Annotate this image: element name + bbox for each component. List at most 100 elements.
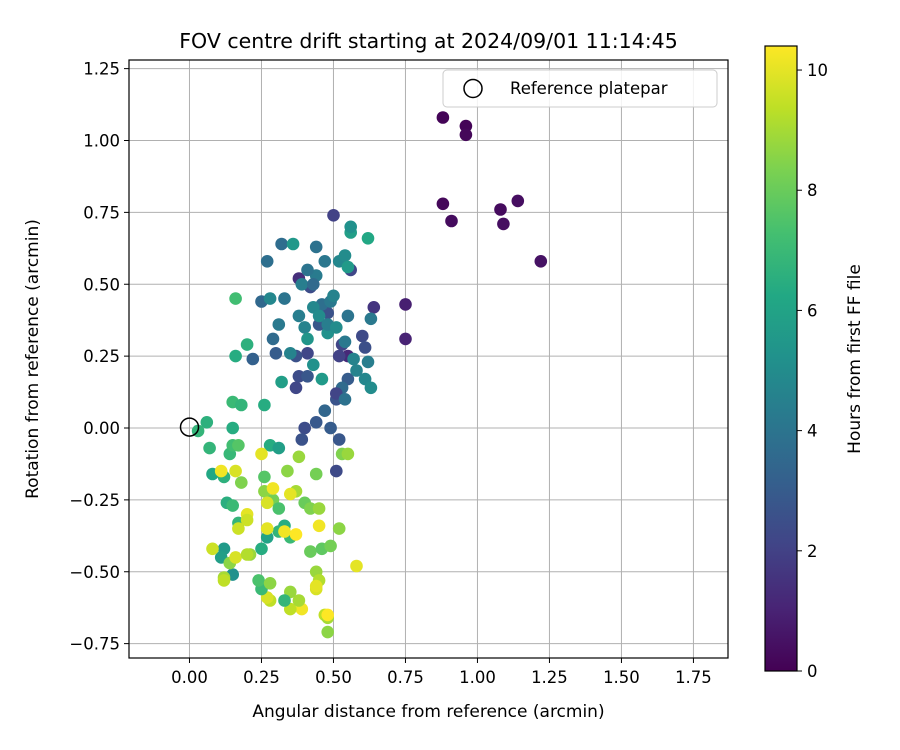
colorbar-tick-label: 6 [807, 301, 818, 320]
data-point [258, 398, 271, 412]
data-point [332, 433, 346, 446]
data-point [301, 263, 314, 277]
grid-lines [129, 60, 728, 658]
data-point [332, 522, 346, 535]
colorbar-tick-label: 2 [807, 542, 818, 561]
data-point [232, 439, 245, 452]
data-point [301, 332, 314, 346]
data-point [272, 502, 286, 515]
x-axis-ticks: 0.00 0.25 0.50 0.75 1.00 1.25 1.50 1.75 [171, 658, 712, 687]
data-point [341, 260, 355, 274]
data-point [445, 214, 458, 228]
data-point [341, 447, 355, 461]
data-point [436, 111, 450, 124]
data-point [284, 347, 297, 360]
data-point [295, 433, 309, 446]
data-point [240, 513, 254, 527]
x-tick-label: 0.00 [171, 668, 208, 687]
data-point [295, 278, 309, 291]
colorbar-tick-label: 8 [807, 181, 818, 200]
colorbar-ticks: 0 2 4 6 8 10 [797, 61, 828, 681]
data-point [307, 358, 320, 372]
data-point [232, 522, 245, 535]
data-point [235, 476, 248, 489]
data-point [307, 278, 320, 291]
data-point [321, 625, 335, 639]
data-point [272, 441, 286, 455]
data-point [266, 332, 280, 346]
data-point [318, 254, 332, 268]
data-point [275, 237, 288, 251]
data-point [399, 298, 412, 311]
data-point [330, 321, 343, 334]
x-tick-label: 1.75 [675, 668, 712, 687]
data-point [286, 237, 300, 251]
data-point [318, 404, 332, 418]
data-point [309, 240, 323, 254]
x-tick-label: 0.50 [315, 668, 352, 687]
plot-frame [128, 59, 729, 659]
data-point [361, 232, 375, 245]
data-point [258, 470, 271, 484]
legend-entry-reference-platepar: Reference platepar [510, 79, 668, 98]
data-point [263, 577, 277, 590]
data-point [309, 467, 323, 481]
data-point [229, 349, 242, 363]
data-point [214, 464, 228, 478]
legend-box [442, 69, 718, 108]
colorbar-gradient [764, 45, 798, 672]
data-point [298, 321, 312, 334]
data-point [260, 496, 274, 510]
data-point [332, 349, 346, 363]
x-tick-label: 1.50 [603, 668, 640, 687]
data-point [511, 194, 525, 208]
data-point [266, 482, 280, 495]
data-point [246, 352, 260, 366]
legend: Reference platepar [442, 69, 718, 108]
data-point [347, 352, 360, 366]
data-point [278, 525, 291, 538]
y-tick-label: 0.25 [83, 347, 120, 366]
data-point [252, 574, 265, 587]
data-point [338, 393, 352, 406]
data-point [284, 487, 297, 501]
y-tick-label: 1.00 [83, 132, 120, 151]
data-point [312, 309, 326, 323]
data-point [260, 531, 274, 544]
data-point [269, 347, 283, 360]
colorbar-label: Hours from first FF file [845, 264, 865, 454]
x-tick-label: 1.00 [459, 668, 496, 687]
data-point [292, 594, 306, 607]
data-point [364, 312, 378, 326]
chart-title: FOV centre drift starting at 2024/09/01 … [179, 29, 678, 53]
data-point [459, 119, 473, 133]
data-point [226, 499, 239, 512]
data-point [324, 421, 337, 435]
data-point [341, 309, 355, 323]
data-point [312, 502, 326, 515]
data-point [327, 289, 340, 303]
colorbar-tick-label: 0 [807, 662, 818, 681]
data-point [338, 335, 352, 349]
data-point [367, 301, 381, 314]
colorbar-tick-label: 4 [807, 422, 818, 441]
data-point [240, 338, 254, 351]
data-point [534, 254, 548, 268]
y-tick-label: −0.50 [69, 563, 120, 582]
data-point [301, 347, 314, 360]
data-point [292, 309, 306, 323]
data-point [309, 579, 323, 593]
data-point [255, 542, 268, 556]
y-tick-label: 0.00 [83, 419, 120, 438]
data-point [240, 548, 254, 561]
legend-reference-marker [463, 78, 483, 99]
data-point [203, 441, 216, 455]
data-point [315, 372, 329, 386]
data-point [289, 381, 303, 395]
reference-platepar-marker [179, 417, 200, 437]
data-point [235, 398, 248, 412]
data-point [312, 519, 326, 533]
data-point [304, 545, 317, 558]
data-point [260, 522, 274, 535]
